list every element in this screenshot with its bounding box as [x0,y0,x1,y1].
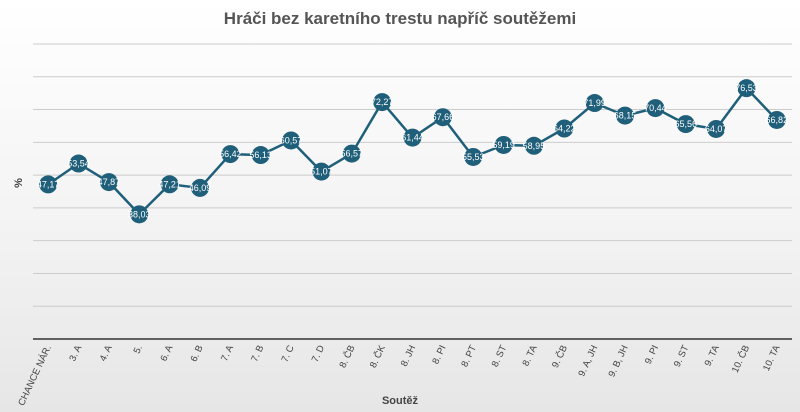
data-point [312,162,331,181]
x-tick-label: 10. TA [761,343,783,373]
data-point [160,175,179,194]
data-label: 56,42 [219,149,242,159]
data-point [39,175,58,194]
data-point [767,110,786,129]
data-point [524,136,543,155]
x-tick-label: 8. TA [520,343,539,368]
data-label: 76,53 [735,83,758,93]
x-tick-label: 7. B [249,344,266,364]
data-point [616,106,635,125]
x-tick-label: 8. PT [459,343,479,368]
data-label: 46,09 [189,183,212,193]
y-axis-label: % [13,178,25,188]
data-label: 47,21 [158,179,181,189]
data-label: 58,95 [523,141,546,151]
data-point [190,178,209,197]
data-labels: 47,17 53,54 47,87 38,03 47,21 46,09 56,42 56,13… [37,83,788,219]
data-label: 71,99 [583,98,606,108]
x-tick-label: 4. A [98,343,115,363]
data-point [737,79,756,98]
data-label: 56,57 [341,149,364,159]
data-point [251,146,270,165]
data-label: 70,44 [644,103,667,113]
data-point [585,94,604,113]
data-label: 61,44 [401,133,424,143]
data-label: 67,66 [432,112,455,122]
data-label: 56,13 [249,150,272,160]
x-tick-label: 6. B [189,344,206,364]
data-label: 47,87 [98,177,121,187]
data-point [646,99,665,118]
x-tick-label: 8. JH [399,344,418,369]
x-tick-label: 9. PI [643,344,661,366]
x-tick-label: 10. ČB [730,344,752,375]
data-label: 53,54 [67,159,90,169]
data-label: 64,07 [705,124,728,134]
data-label: 51,07 [310,167,333,177]
data-label: 64,22 [553,124,576,134]
data-label: 59,19 [492,140,515,150]
x-tick-label: 5. [132,344,145,356]
data-point [342,144,361,163]
data-point [373,93,392,112]
data-label: 55,53 [462,152,485,162]
x-tick-label: 9. ČB [550,344,570,370]
data-point [707,119,726,138]
x-tick-label: 3. A [67,343,84,363]
x-tick-label: 6. A [158,343,175,363]
x-tick-label: 9. B, JH [606,344,630,379]
data-label: 66,82 [766,115,789,125]
data-label: 47,17 [37,179,60,189]
data-label: 68,15 [614,111,637,121]
x-tick-label: 8. PI [430,344,448,366]
data-label: 65,56 [674,119,697,129]
data-point [282,131,301,150]
data-point [130,205,149,224]
data-point [433,108,452,127]
x-axis-label: Soutěž [382,395,419,407]
x-tick-label: 9. ST [672,343,692,368]
data-point [555,119,574,138]
x-tick-label: 8. ČK [368,343,388,370]
data-label: 72,27 [371,97,394,107]
x-tick-label: 7. C [279,344,296,365]
data-point [99,173,118,192]
chart-title: Hráči bez karetního trestu napříč soutěž… [224,9,576,28]
data-point [403,128,422,147]
x-tick-label: 9. TA [703,343,722,368]
data-point [494,135,513,154]
x-tick-label: CHANCE NÁR. [16,344,54,408]
series-line [47,86,778,216]
data-label: 38,03 [128,209,151,219]
data-label: 60,57 [280,135,303,145]
data-point [69,154,88,173]
data-point [221,145,240,164]
x-tick-label: 8. ST [490,343,510,368]
gridlines [33,43,792,340]
x-tick-label: 8. ČB [337,344,357,370]
data-point [464,147,483,166]
x-tick-label: 7. A [219,343,236,363]
data-points [39,79,786,224]
x-tick-label: 9. A, JH [576,343,600,378]
data-point [676,115,695,134]
x-tick-label: 7. D [310,344,327,365]
